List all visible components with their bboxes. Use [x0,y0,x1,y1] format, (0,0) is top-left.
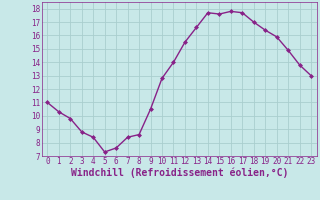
X-axis label: Windchill (Refroidissement éolien,°C): Windchill (Refroidissement éolien,°C) [70,168,288,178]
